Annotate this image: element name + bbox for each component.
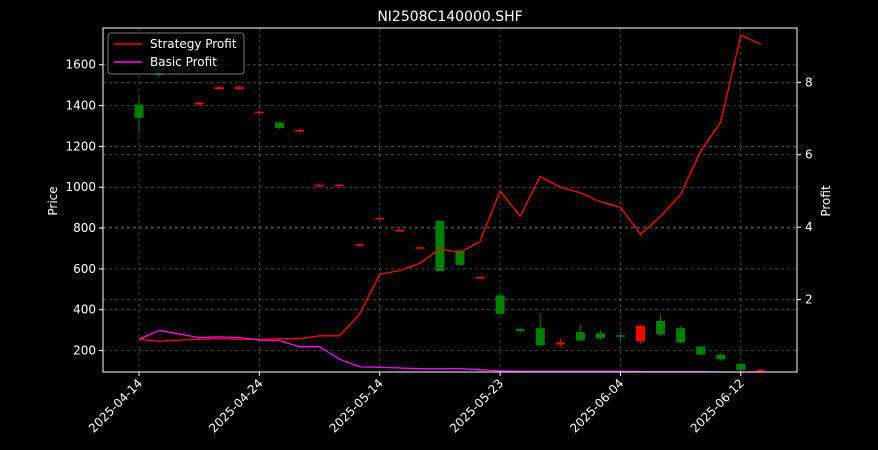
candle-body [636,326,645,342]
plot-frame [102,27,798,373]
candle-body [435,220,445,271]
candle-body [294,130,304,132]
candle-body [335,184,345,187]
candle-body [736,363,746,370]
left-tick-label: 1600 [65,58,96,72]
left-tick-label: 1200 [65,139,96,153]
left-tick-label: 600 [73,262,96,276]
left-axis-label: Price [46,186,60,215]
candle-body [475,277,485,279]
candle-body [515,329,525,332]
candle-body [575,332,585,341]
candle-body [134,104,144,118]
chart-title: NI2508C140000.SHF [377,9,522,25]
candle-body [214,87,224,90]
candle-body [315,184,325,187]
candle-body [756,369,766,372]
candle-body [595,333,605,339]
candle-body [194,102,204,105]
candle-body [696,346,706,355]
candle-body [535,328,545,346]
candle-body [375,217,385,220]
candle-body [455,250,465,265]
right-tick-label: 2 [805,293,813,307]
right-tick-label: 8 [805,75,813,89]
candle-body [495,295,505,314]
grid-layer [103,28,797,372]
candle-body [254,111,264,114]
candle-body [274,122,284,129]
left-tick-label: 1400 [65,99,96,113]
candle-body [716,354,726,360]
legend: Strategy Profit Basic Profit [107,32,245,75]
left-tick-label: 800 [73,221,96,235]
candle-body [395,230,405,232]
legend-label: Basic Profit [150,55,217,69]
candle-body [415,247,425,249]
legend-label: Strategy Profit [150,37,237,51]
left-tick-label: 400 [73,303,96,317]
candle-body [656,320,666,335]
strategy-profit-line [138,34,762,342]
left-tick-label: 1000 [65,180,96,194]
candle-body [555,342,565,345]
candle-body [234,87,244,90]
candle-body [355,244,365,246]
right-axis-label: Profit [819,185,833,217]
right-tick-label: 4 [805,220,813,234]
left-tick-label: 200 [73,344,96,358]
candle-body [676,328,686,343]
candle-body [615,335,625,337]
right-tick-label: 6 [805,148,813,162]
